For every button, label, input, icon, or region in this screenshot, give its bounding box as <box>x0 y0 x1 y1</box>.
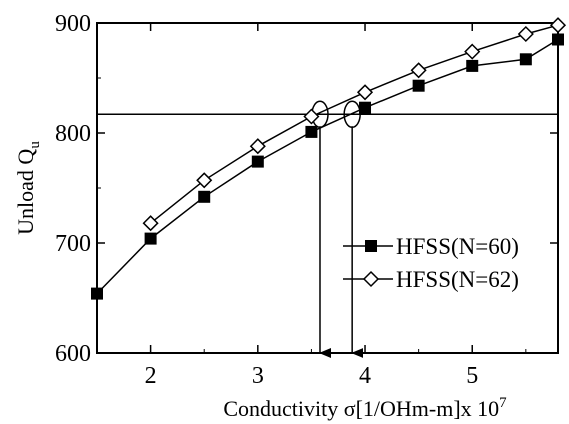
series-2 <box>142 17 567 232</box>
y-axis-label: Unload Qu <box>13 141 43 235</box>
data-point <box>144 232 157 245</box>
data-point <box>359 101 372 114</box>
x-axis-label-superscript: 7 <box>499 395 507 411</box>
legend-marker <box>362 270 380 288</box>
data-point <box>466 59 479 72</box>
legend-label: HFSS(N=62) <box>396 267 519 292</box>
x-axis-label: Conductivity σ[1/OHm-m]x 107 <box>223 395 507 421</box>
data-point <box>196 172 213 189</box>
data-point <box>410 62 427 79</box>
series-1 <box>91 33 564 300</box>
data-point <box>549 17 567 34</box>
x-tick-label: 2 <box>145 363 157 389</box>
data-point <box>464 43 481 60</box>
x-tick-label: 3 <box>252 363 264 389</box>
data-point <box>142 215 159 232</box>
data-point <box>412 79 425 92</box>
y-tick-label: 700 <box>55 231 91 257</box>
data-point <box>198 190 211 203</box>
data-point <box>517 25 534 43</box>
series-line <box>150 24 559 224</box>
data-point <box>305 125 318 138</box>
y-tick-label: 900 <box>55 11 91 37</box>
axis-labels: Conductivity σ[1/OHm-m]x 107 Unload Qu <box>13 141 507 421</box>
x-tick-label: 5 <box>466 363 478 389</box>
reference-annotations <box>97 100 558 358</box>
y-tick-label: 800 <box>55 121 91 147</box>
legend: HFSS(N=60) HFSS(N=62) <box>343 234 519 292</box>
data-point <box>519 53 532 66</box>
data-point <box>251 155 264 168</box>
y-tick-label: 600 <box>55 341 91 367</box>
plot-frame <box>96 22 559 354</box>
y-axis-label-subscript: u <box>27 141 43 149</box>
data-point <box>249 138 266 155</box>
series-line <box>96 38 559 295</box>
legend-marker <box>365 240 377 252</box>
data-point <box>303 108 320 125</box>
data-point <box>552 33 564 46</box>
series-group <box>91 17 567 300</box>
legend-label: HFSS(N=60) <box>396 234 519 259</box>
x-tick-label: 4 <box>359 363 371 389</box>
data-point <box>356 84 374 101</box>
axes: 2 3 4 5 600 700 800 900 <box>55 11 559 389</box>
data-point <box>91 287 103 300</box>
